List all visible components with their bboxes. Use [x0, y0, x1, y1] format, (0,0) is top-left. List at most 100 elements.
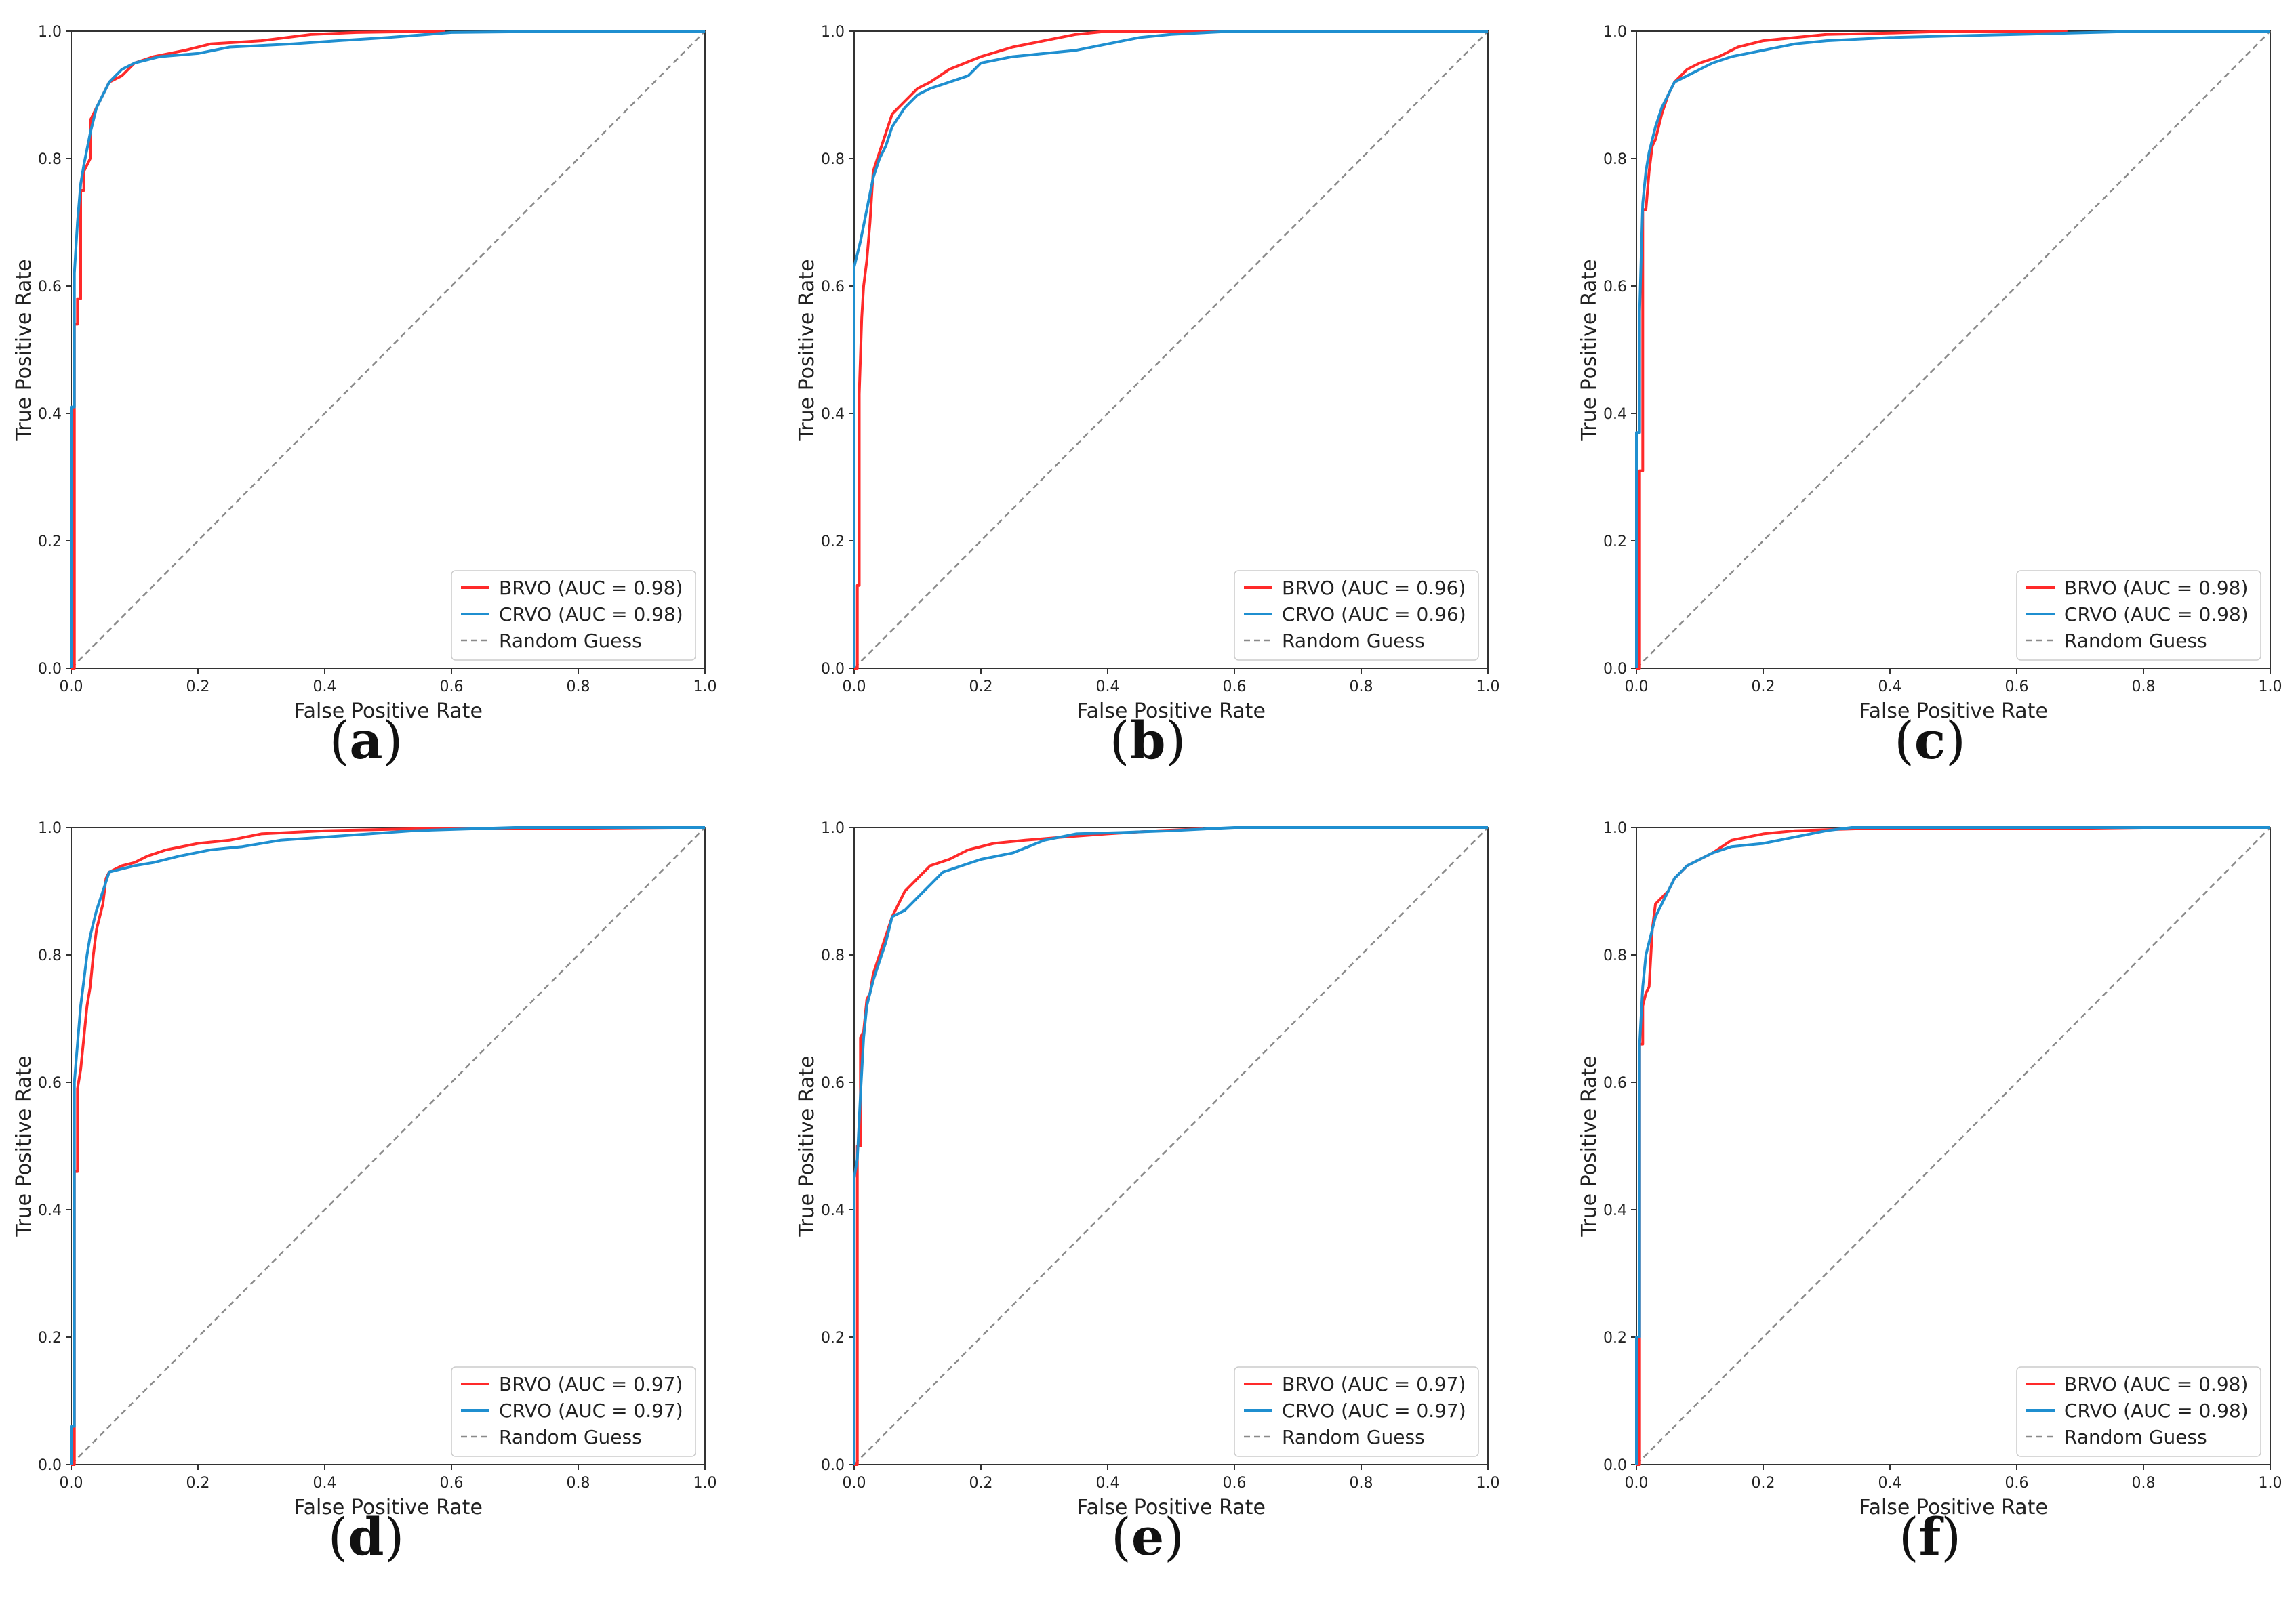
y-tick-label: 0.8	[1603, 151, 1627, 168]
legend-label: BRVO (AUC = 0.97)	[499, 1373, 683, 1395]
plot-area: 0.00.0 0.2 0.2 0.4 0.4 0.6 0.6 0.8 0.8 1.0 1.0 Fals…	[1577, 820, 2282, 1519]
roc-panel-a: 0.00.0 0.2 0.2 0.4 0.4 0.6 0.6 0.8 0.8 1.0 1.0 Fals…	[12, 24, 717, 723]
x-axis-label: False Positive Rate	[1076, 699, 1266, 723]
y-tick-label: 0.2	[38, 533, 62, 550]
roc-panel-b: 0.00.0 0.2 0.2 0.4 0.4 0.6 0.6 0.8 0.8 1.0 1.0 Fals…	[795, 24, 1500, 723]
legend-label: CRVO (AUC = 0.97)	[499, 1399, 683, 1422]
x-tick-label: 0.8	[567, 1475, 590, 1492]
y-tick-label: 0.4	[1603, 406, 1627, 423]
legend-box	[1234, 570, 1479, 661]
plot-area: 0.00.0 0.2 0.2 0.4 0.4 0.6 0.6 0.8 0.8 1.0 1.0 Fals…	[12, 24, 717, 723]
legend-label: CRVO (AUC = 0.97)	[1282, 1399, 1466, 1422]
y-axis-label: True Positive Rate	[12, 259, 36, 441]
series-line-random-guess	[853, 827, 1489, 1465]
x-tick-label: 0.0	[1625, 678, 1649, 695]
x-tick-label: 0.2	[186, 678, 210, 695]
panel-caption-letter: b	[1129, 710, 1166, 771]
x-axis-label: False Positive Rate	[1076, 1496, 1266, 1519]
legend-label: BRVO (AUC = 0.98)	[2064, 1373, 2248, 1395]
y-tick-label: 0.6	[1603, 279, 1627, 295]
x-tick-label: 0.6	[1223, 678, 1247, 695]
series-line-random-guess	[1636, 827, 2271, 1465]
panel-caption-b: (b)	[1109, 710, 1186, 771]
legend-label: BRVO (AUC = 0.96)	[1282, 577, 1466, 599]
roc-panel-c: 0.00.0 0.2 0.2 0.4 0.4 0.6 0.6 0.8 0.8 1.0 1.0 Fals…	[1577, 24, 2282, 723]
x-axis-label: False Positive Rate	[1859, 1496, 2048, 1519]
panel-caption-c: (c)	[1894, 710, 1966, 771]
panel-caption-letter: a	[349, 710, 383, 771]
y-axis-label: True Positive Rate	[1577, 1055, 1601, 1237]
panel-caption-letter: d	[348, 1507, 384, 1567]
plot-area: 0.00.0 0.2 0.2 0.4 0.4 0.6 0.6 0.8 0.8 1.0 1.0 Fals…	[795, 820, 1500, 1519]
x-tick-label: 0.0	[843, 1475, 866, 1492]
roc-panel-e: 0.00.0 0.2 0.2 0.4 0.4 0.6 0.6 0.8 0.8 1.0 1.0 Fals…	[795, 820, 1500, 1519]
plot-area: 0.00.0 0.2 0.2 0.4 0.4 0.6 0.6 0.8 0.8 1.0 1.0 Fals…	[795, 24, 1500, 723]
y-tick-label: 0.6	[1603, 1075, 1627, 1092]
panel-caption-letter: c	[1914, 710, 1946, 771]
y-tick-label: 1.0	[38, 24, 62, 41]
x-tick-label: 0.8	[1350, 1475, 1373, 1492]
x-tick-label: 0.8	[1350, 678, 1373, 695]
x-tick-label: 0.2	[969, 678, 993, 695]
x-tick-label: 0.4	[313, 678, 337, 695]
y-tick-label: 0.0	[38, 661, 62, 678]
y-axis-label: True Positive Rate	[795, 259, 819, 441]
x-tick-label: 0.0	[843, 678, 866, 695]
y-tick-label: 0.0	[821, 661, 845, 678]
x-tick-label: 1.0	[2259, 678, 2282, 695]
legend-label: Random Guess	[499, 1426, 642, 1448]
y-tick-label: 1.0	[1603, 820, 1627, 837]
y-tick-label: 0.2	[821, 1330, 845, 1347]
y-tick-label: 0.8	[821, 947, 845, 964]
y-axis-label: True Positive Rate	[12, 1055, 36, 1237]
legend-box	[2016, 570, 2261, 661]
legend-box	[451, 570, 696, 661]
legend: BRVO (AUC = 0.97) CRVO (AUC = 0.97) Random…	[1234, 1366, 1479, 1457]
legend-box	[1234, 1366, 1479, 1457]
legend-label: Random Guess	[2064, 1426, 2207, 1448]
x-tick-label: 0.0	[60, 678, 83, 695]
y-tick-label: 0.4	[1603, 1202, 1627, 1219]
x-tick-label: 0.4	[313, 1475, 337, 1492]
legend-label: BRVO (AUC = 0.97)	[1282, 1373, 1466, 1395]
x-tick-label: 1.0	[693, 678, 717, 695]
legend: BRVO (AUC = 0.98) CRVO (AUC = 0.98) Random…	[2016, 570, 2261, 661]
series-line-crvo	[1635, 826, 2270, 1465]
y-tick-label: 0.0	[1603, 661, 1627, 678]
panel-caption-letter: e	[1131, 1507, 1165, 1567]
panel-caption-letter: f	[1918, 1507, 1941, 1567]
legend-label: BRVO (AUC = 0.98)	[2064, 577, 2248, 599]
y-tick-label: 0.6	[821, 279, 845, 295]
x-tick-label: 1.0	[1476, 678, 1500, 695]
axes-frame	[71, 827, 706, 1465]
legend-label: Random Guess	[2064, 630, 2207, 652]
series-line-crvo	[853, 826, 1488, 1465]
x-tick-label: 0.0	[60, 1475, 83, 1492]
series-line-crvo	[70, 826, 705, 1465]
legend: BRVO (AUC = 0.98) CRVO (AUC = 0.98) Random…	[2016, 1366, 2261, 1457]
y-tick-label: 1.0	[821, 820, 845, 837]
y-tick-label: 0.2	[1603, 533, 1627, 550]
x-tick-label: 1.0	[2259, 1475, 2282, 1492]
roc-panel-d: 0.00.0 0.2 0.2 0.4 0.4 0.6 0.6 0.8 0.8 1.0 1.0 Fals…	[12, 820, 717, 1519]
y-tick-label: 0.6	[821, 1075, 845, 1092]
x-tick-label: 0.2	[969, 1475, 993, 1492]
x-tick-label: 0.6	[440, 678, 464, 695]
y-tick-label: 0.8	[1603, 947, 1627, 964]
series-line-crvo	[1635, 30, 2270, 668]
x-tick-label: 0.4	[1096, 1475, 1120, 1492]
x-tick-label: 1.0	[1476, 1475, 1500, 1492]
x-tick-label: 0.6	[1223, 1475, 1247, 1492]
series-line-brvo	[854, 827, 1203, 1466]
x-tick-label: 0.2	[1752, 1475, 1775, 1492]
y-tick-label: 0.8	[38, 151, 62, 168]
x-tick-label: 0.8	[2132, 678, 2156, 695]
x-tick-label: 0.6	[2005, 678, 2029, 695]
y-tick-label: 0.0	[821, 1457, 845, 1474]
panel-caption-d: (d)	[327, 1507, 405, 1567]
legend-label: Random Guess	[1282, 1426, 1425, 1448]
x-tick-label: 0.2	[186, 1475, 210, 1492]
panel-caption-e: (e)	[1111, 1507, 1184, 1567]
y-tick-label: 0.8	[38, 947, 62, 964]
